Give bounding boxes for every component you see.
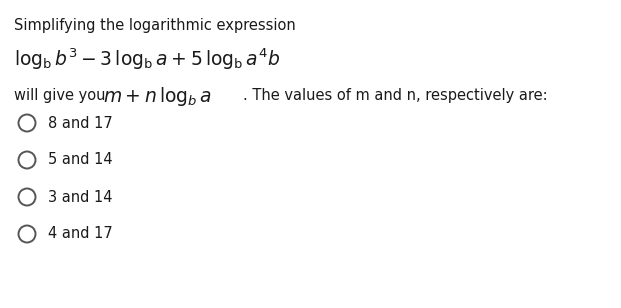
Text: 4 and 17: 4 and 17 [48, 226, 113, 241]
Text: $m + n\,\mathrm{log}_b\, a$: $m + n\,\mathrm{log}_b\, a$ [103, 85, 212, 108]
Text: Simplifying the logarithmic expression: Simplifying the logarithmic expression [14, 18, 296, 33]
Text: 3 and 14: 3 and 14 [48, 189, 112, 205]
Text: will give you: will give you [14, 88, 106, 103]
Text: . The values of m and n, respectively are:: . The values of m and n, respectively ar… [243, 88, 548, 103]
Text: $\mathregular{log}_{\mathregular{b}}\, b^3 - 3\,\mathregular{log}_{\mathregular{: $\mathregular{log}_{\mathregular{b}}\, b… [14, 46, 280, 71]
Text: 8 and 17: 8 and 17 [48, 116, 113, 131]
Text: 5 and 14: 5 and 14 [48, 152, 112, 168]
